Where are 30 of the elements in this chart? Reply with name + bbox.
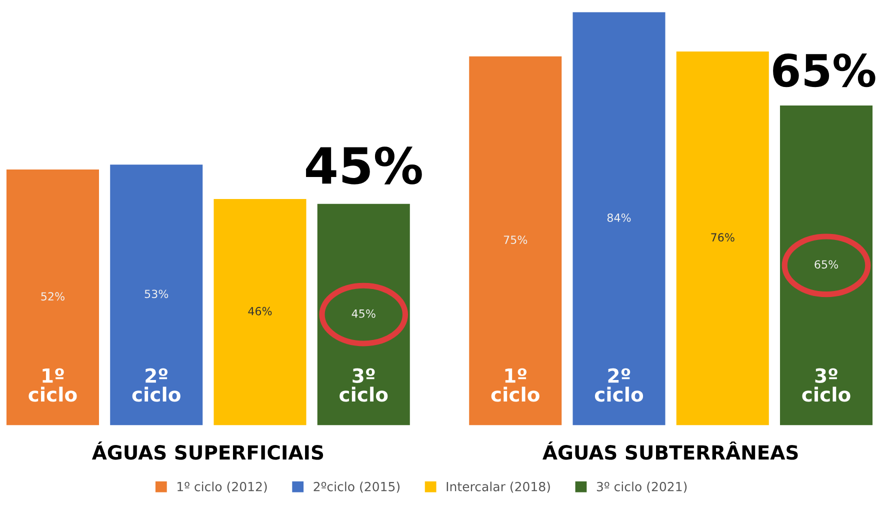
data-label: 75%	[504, 236, 528, 244]
annotation: 3º ciclo	[340, 368, 388, 402]
bar	[110, 164, 203, 426]
x-tick-label: ÁGUAS SUPERFICIAIS	[92, 442, 324, 460]
bar	[317, 204, 410, 426]
bar	[676, 51, 769, 426]
data-label: 84%	[607, 213, 631, 222]
data-label: 45%	[352, 309, 376, 318]
bar	[469, 56, 562, 426]
legend-label: 2ºciclo (2015)	[314, 482, 400, 493]
legend-label: 1º ciclo (2012)	[178, 482, 267, 493]
data-label: 52%	[41, 292, 64, 301]
legend-label: 3º ciclo (2021)	[596, 482, 687, 493]
data-label: 76%	[711, 233, 734, 242]
x-tick-label: ÁGUAS SUBTERRÂNEAS	[542, 442, 798, 460]
bar	[214, 198, 306, 426]
annotation: 3º ciclo	[802, 368, 850, 402]
bar	[572, 12, 666, 426]
bar	[6, 169, 100, 426]
annotation: 2º ciclo	[594, 368, 644, 402]
annotation: 1º ciclo	[491, 368, 540, 402]
annotation: 45%	[306, 146, 422, 184]
annotation: 1º ciclo	[28, 368, 77, 402]
data-label: 65%	[814, 260, 838, 269]
legend-label: Intercalar (2018)	[446, 482, 550, 493]
annotation: 2º ciclo	[132, 368, 180, 402]
bar	[780, 106, 873, 426]
data-label: 53%	[144, 290, 168, 298]
data-label: 46%	[248, 306, 272, 316]
annotation: 65%	[773, 53, 876, 88]
